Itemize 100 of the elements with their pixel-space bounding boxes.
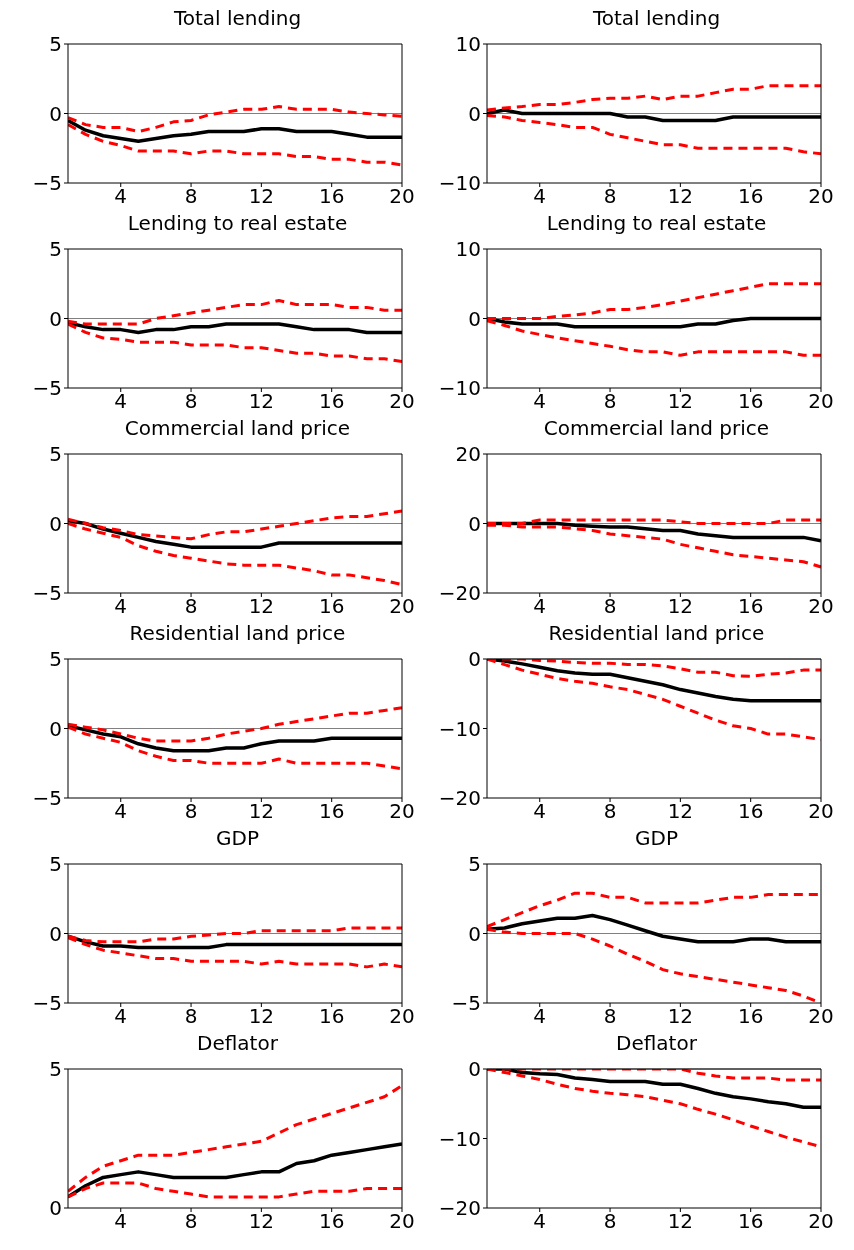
y-tick-label: 0 [49, 921, 62, 946]
x-tick-label: 16 [737, 594, 764, 619]
chart-title: GDP [215, 826, 260, 850]
y-tick-label: 5 [49, 32, 62, 57]
x-tick-label: 20 [808, 1004, 834, 1029]
line-series [487, 114, 821, 156]
x-tick-label: 12 [248, 389, 275, 414]
y-tick-label: 10 [455, 32, 481, 57]
y-tick-label: −5 [32, 991, 62, 1016]
y-tick-label: −20 [438, 1196, 481, 1221]
x-tick-label: 4 [533, 799, 547, 824]
y-tick-label: 0 [49, 716, 62, 741]
x-tick-label: 16 [318, 594, 345, 619]
chart-title: Deflator [196, 1031, 279, 1055]
x-tick-label: 4 [114, 594, 128, 619]
x-tick-label: 20 [808, 184, 834, 209]
x-tick-label: 20 [389, 1004, 415, 1029]
y-tick-label: −5 [32, 171, 62, 196]
x-tick-label: 8 [184, 1209, 198, 1234]
x-tick-label: 4 [114, 799, 128, 824]
x-tick-label: 20 [808, 1209, 834, 1234]
y-tick-label: 0 [468, 101, 481, 126]
x-tick-label: 16 [318, 1209, 345, 1234]
x-tick-label: 12 [667, 389, 694, 414]
y-tick-label: −10 [438, 1126, 481, 1151]
chart-title: Lending to real estate [545, 211, 768, 235]
y-tick-label: 10 [455, 237, 481, 262]
x-tick-label: 12 [667, 594, 694, 619]
x-tick-label: 16 [318, 799, 345, 824]
y-tick-label: 0 [468, 511, 481, 536]
chart-title: GDP [634, 826, 679, 850]
line-series [68, 105, 402, 134]
x-tick-label: 8 [184, 184, 198, 209]
x-tick-label: 20 [389, 184, 415, 209]
x-tick-label: 4 [114, 1004, 128, 1029]
x-tick-label: 16 [737, 799, 764, 824]
y-tick-label: −20 [438, 581, 481, 606]
x-tick-label: 20 [808, 594, 834, 619]
y-tick-label: −5 [32, 581, 62, 606]
y-tick-label: −10 [438, 171, 481, 196]
y-tick-label: 5 [468, 852, 481, 877]
chart-title: Commercial land price [542, 416, 771, 440]
line-series [68, 1181, 402, 1199]
y-tick-label: 0 [468, 1057, 481, 1082]
chart-title: Total lending [172, 6, 303, 30]
x-tick-label: 16 [318, 1004, 345, 1029]
x-tick-label: 4 [533, 1004, 547, 1029]
x-tick-label: 20 [389, 594, 415, 619]
x-tick-label: 8 [184, 389, 198, 414]
x-tick-label: 16 [318, 184, 345, 209]
x-tick-label: 12 [667, 1004, 694, 1029]
y-tick-label: 0 [49, 306, 62, 331]
x-tick-label: 16 [737, 389, 764, 414]
x-tick-label: 8 [603, 594, 617, 619]
chart-title: Residential land price [547, 621, 766, 645]
y-tick-label: 0 [49, 511, 62, 536]
chart-title: Residential land price [128, 621, 347, 645]
x-tick-label: 8 [603, 389, 617, 414]
x-tick-label: 16 [737, 1004, 764, 1029]
x-tick-label: 4 [533, 1209, 547, 1234]
x-tick-label: 4 [533, 184, 547, 209]
x-tick-label: 20 [808, 389, 834, 414]
x-tick-label: 12 [248, 799, 275, 824]
x-tick-label: 12 [248, 594, 275, 619]
y-tick-label: −5 [451, 991, 481, 1016]
y-tick-label: −5 [32, 786, 62, 811]
y-tick-label: 5 [49, 442, 62, 467]
x-tick-label: 16 [318, 389, 345, 414]
x-tick-label: 16 [737, 184, 764, 209]
x-tick-label: 4 [114, 184, 128, 209]
y-tick-label: 5 [49, 852, 62, 877]
y-tick-label: −20 [438, 786, 481, 811]
x-tick-label: 4 [114, 389, 128, 414]
y-tick-label: −10 [438, 376, 481, 401]
y-tick-label: 5 [49, 237, 62, 262]
x-tick-label: 16 [737, 1209, 764, 1234]
x-tick-label: 12 [248, 1004, 275, 1029]
x-tick-label: 12 [667, 799, 694, 824]
x-tick-label: 12 [248, 184, 275, 209]
y-tick-label: 0 [49, 1196, 62, 1221]
x-tick-label: 8 [184, 799, 198, 824]
x-tick-label: 8 [603, 184, 617, 209]
y-tick-label: −5 [32, 376, 62, 401]
x-tick-label: 20 [389, 799, 415, 824]
x-tick-label: 8 [184, 594, 198, 619]
line-series [487, 84, 821, 112]
x-tick-label: 4 [533, 594, 547, 619]
x-tick-label: 20 [808, 799, 834, 824]
y-tick-label: 5 [49, 647, 62, 672]
x-tick-label: 8 [603, 799, 617, 824]
y-tick-label: 0 [468, 647, 481, 672]
y-tick-label: 5 [49, 1057, 62, 1082]
y-tick-label: 0 [468, 921, 481, 946]
chart-title: Total lending [591, 6, 722, 30]
x-tick-label: 8 [184, 1004, 198, 1029]
y-tick-label: 0 [468, 306, 481, 331]
x-tick-label: 20 [389, 389, 415, 414]
line-series [68, 123, 402, 167]
y-tick-label: −10 [438, 716, 481, 741]
line-series [68, 1084, 402, 1193]
